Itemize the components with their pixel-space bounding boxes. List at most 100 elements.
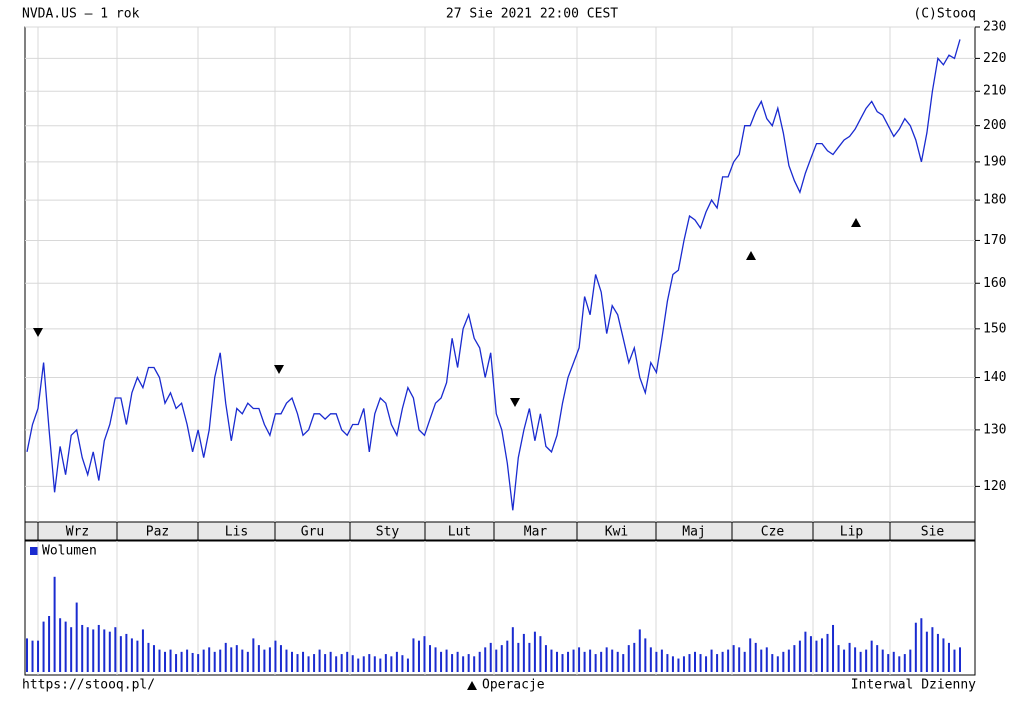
copyright: (C)Stooq — [913, 7, 976, 22]
volume-bar — [346, 651, 349, 672]
footer-legend: Operacje — [482, 678, 545, 693]
volume-bar — [688, 654, 691, 672]
volume-bar — [445, 649, 448, 672]
volume-bar — [804, 631, 807, 672]
volume-bar — [854, 647, 857, 672]
volume-bar — [738, 647, 741, 672]
price-panel — [24, 26, 976, 523]
price-line — [26, 39, 961, 511]
volume-bar — [832, 624, 835, 672]
volume-bar — [70, 627, 73, 672]
volume-bar — [208, 647, 211, 672]
footer-interval: Interwal Dzienny — [851, 678, 976, 693]
volume-bar — [721, 651, 724, 672]
volume-bar — [296, 654, 299, 672]
volume-bar — [186, 649, 189, 672]
volume-bar — [848, 642, 851, 672]
x-tick-label: Maj — [682, 525, 705, 540]
volume-bar — [213, 651, 216, 672]
volume-bar — [931, 627, 934, 672]
volume-bar — [936, 633, 939, 672]
volume-bar — [279, 645, 282, 672]
volume-bar — [307, 656, 310, 672]
volume-bar — [583, 651, 586, 672]
volume-bar — [820, 638, 823, 672]
volume-bar — [500, 645, 503, 672]
volume-bar — [274, 640, 277, 672]
volume-bar — [732, 645, 735, 672]
volume-bar — [787, 649, 790, 672]
x-tick-label: Cze — [761, 525, 785, 540]
volume-bar — [611, 649, 614, 672]
volume-bar — [86, 627, 89, 672]
volume-bar — [197, 654, 200, 672]
volume-bar — [749, 638, 752, 672]
volume-bar — [473, 656, 476, 672]
volume-bar — [809, 636, 812, 672]
volume-bar — [147, 642, 150, 672]
volume-bar — [285, 649, 288, 672]
volume-bar — [340, 654, 343, 672]
volume-bar — [412, 638, 415, 672]
volume-bar — [42, 621, 45, 672]
volume-bar — [727, 649, 730, 672]
volume-bar — [903, 654, 906, 672]
volume-bar — [324, 654, 327, 672]
volume-bar — [241, 649, 244, 672]
volume-bar — [920, 618, 923, 672]
y-tick-label: 230 — [983, 20, 1006, 35]
volume-bar — [103, 629, 106, 672]
volume-bar — [798, 640, 801, 672]
volume-bar — [870, 640, 873, 672]
volume-bar — [235, 645, 238, 672]
volume-bar — [843, 649, 846, 672]
volume-bar — [837, 645, 840, 672]
volume-bar — [406, 658, 409, 672]
footer-url: https://stooq.pl/ — [22, 678, 155, 693]
volume-bar — [589, 649, 592, 672]
volume-bar — [169, 649, 172, 672]
volume-bar — [484, 647, 487, 672]
operation-marker — [33, 328, 43, 337]
x-tick-label: Mar — [524, 525, 548, 540]
volume-bar — [180, 651, 183, 672]
volume-bar — [164, 651, 167, 672]
volume-bar — [263, 649, 266, 672]
volume-bar — [451, 654, 454, 672]
operation-marker — [746, 251, 756, 260]
volume-bar — [605, 647, 608, 672]
volume-bar — [31, 640, 34, 672]
volume-bar — [136, 640, 139, 672]
volume-bar — [682, 656, 685, 672]
volume-bar — [440, 651, 443, 672]
price-marks: Wrz Paz Lis Gru Sty Lut Mar Kwi Maj Cze Lip Sie 120 1… — [25, 20, 1006, 675]
volume-bar — [75, 602, 78, 672]
volume-bar — [152, 645, 155, 672]
volume-bar — [81, 624, 84, 672]
volume-bar — [257, 645, 260, 672]
volume-bar — [417, 640, 420, 672]
volume-bar — [638, 629, 641, 672]
volume-bar — [705, 656, 708, 672]
volume-bar — [390, 656, 393, 672]
volume-bar — [335, 656, 338, 672]
volume-bar — [655, 651, 658, 672]
x-tick-label: Sie — [921, 525, 945, 540]
volume-bar — [881, 649, 884, 672]
operation-marker — [274, 365, 284, 374]
volume-bar — [865, 649, 868, 672]
volume-bar — [191, 652, 194, 672]
volume-bar — [92, 629, 95, 672]
volume-bar — [953, 649, 956, 672]
x-tick-label: Lut — [448, 525, 471, 540]
volume-bar — [616, 651, 619, 672]
volume-bar — [373, 656, 376, 672]
x-tick-label: Paz — [146, 525, 169, 540]
volume-bar — [760, 649, 763, 672]
volume-bar — [633, 642, 636, 672]
volume-bar — [578, 647, 581, 672]
volume-bar — [53, 576, 56, 672]
volume-bar — [511, 627, 514, 672]
volume-bar — [876, 645, 879, 672]
volume-bar — [765, 647, 768, 672]
